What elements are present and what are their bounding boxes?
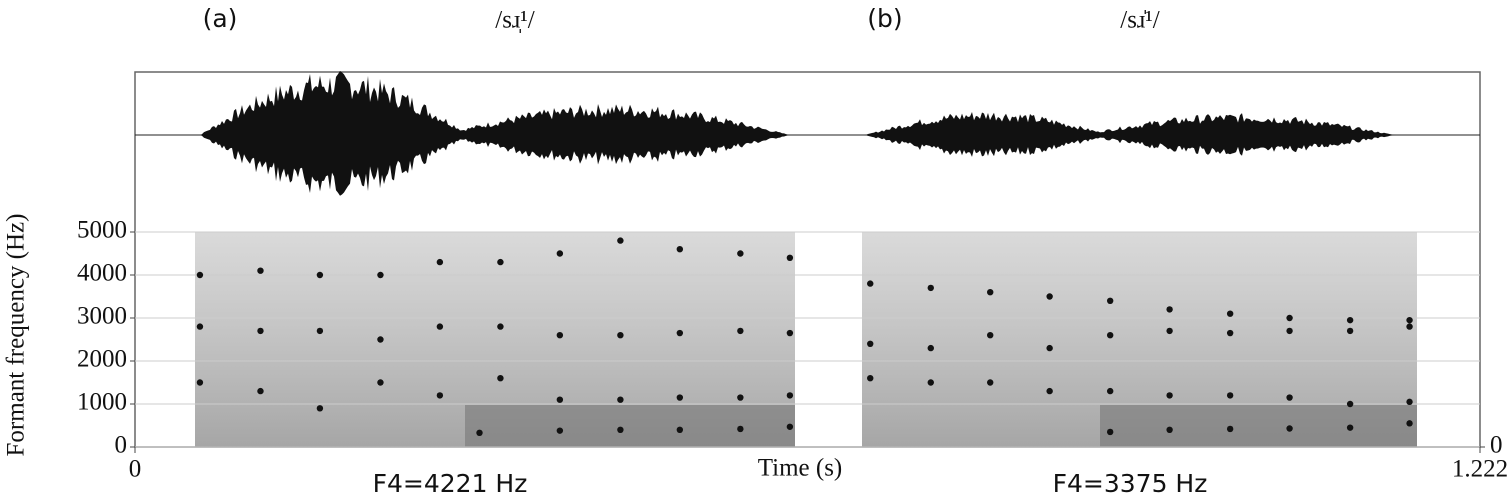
formant-point bbox=[1286, 425, 1293, 432]
formant-point bbox=[436, 323, 444, 330]
formant-point bbox=[737, 250, 744, 257]
formant-point bbox=[377, 271, 384, 279]
formant-point bbox=[867, 375, 874, 382]
formant-point bbox=[676, 426, 684, 433]
formant-point bbox=[1406, 323, 1413, 330]
y-tick-label: 1000 bbox=[77, 389, 127, 416]
formant-point bbox=[556, 250, 564, 257]
formant-point bbox=[316, 405, 324, 412]
formant-point bbox=[737, 327, 744, 335]
formant-point bbox=[676, 246, 684, 253]
formant-point bbox=[1046, 293, 1053, 300]
formant-point bbox=[556, 427, 564, 434]
panel-label: (b) bbox=[867, 4, 902, 33]
formant-point bbox=[786, 423, 794, 430]
formant-point bbox=[927, 344, 934, 352]
formant-point bbox=[476, 429, 483, 437]
formant-point bbox=[1226, 425, 1234, 433]
y-tick-label: 4000 bbox=[77, 260, 127, 287]
formant-point bbox=[987, 332, 994, 339]
panel-label: (a) bbox=[203, 4, 238, 33]
waveform bbox=[190, 71, 1400, 196]
formant-point bbox=[316, 271, 324, 279]
formant-point bbox=[377, 336, 384, 343]
formant-point bbox=[196, 379, 204, 386]
spectrogram-a-low bbox=[465, 405, 795, 447]
formant-point bbox=[497, 375, 504, 382]
formant-point bbox=[987, 379, 994, 386]
x-tick-label: 0 bbox=[129, 456, 142, 483]
formant-point bbox=[1286, 327, 1293, 335]
formant-point bbox=[617, 332, 624, 339]
formant-point bbox=[257, 327, 264, 335]
formant-point bbox=[617, 396, 624, 403]
formant-point bbox=[1046, 344, 1053, 352]
formant-point bbox=[1346, 316, 1354, 324]
formant-point bbox=[676, 394, 684, 401]
formant-point bbox=[1166, 392, 1173, 399]
formant-point bbox=[1166, 306, 1173, 313]
formant-point bbox=[316, 327, 324, 335]
y-tick-label: 2000 bbox=[77, 346, 127, 373]
formant-point bbox=[436, 392, 444, 399]
formant-point bbox=[1166, 327, 1173, 335]
formant-point bbox=[786, 392, 794, 399]
formant-point bbox=[987, 289, 994, 296]
formant-point bbox=[927, 379, 934, 386]
formant-point bbox=[497, 323, 504, 330]
formant-point bbox=[196, 323, 204, 330]
y-tick-label: 5000 bbox=[77, 217, 127, 244]
formant-point bbox=[1346, 400, 1354, 408]
formant-point bbox=[377, 379, 384, 386]
formant-point bbox=[1406, 420, 1413, 427]
formant-point bbox=[737, 394, 744, 401]
y-tick-label: 0 bbox=[115, 432, 128, 459]
formant-point bbox=[1406, 398, 1413, 406]
formant-point bbox=[1226, 392, 1234, 399]
transcription: /sɹ̍¹/ bbox=[1120, 7, 1159, 34]
formant-point bbox=[676, 329, 684, 337]
formant-point bbox=[1406, 316, 1413, 324]
formant-point bbox=[497, 258, 504, 266]
formant-point bbox=[617, 426, 624, 433]
formant-point bbox=[786, 329, 794, 337]
formant-point bbox=[1286, 314, 1293, 322]
formant-point bbox=[867, 280, 874, 287]
formant-point bbox=[1106, 297, 1114, 304]
formant-point bbox=[786, 254, 794, 261]
formant-point bbox=[1346, 424, 1354, 431]
spectrogram-b-low bbox=[1100, 405, 1417, 447]
formant-point bbox=[1106, 428, 1114, 436]
formant-point bbox=[257, 267, 264, 274]
annotation: F4=3375 Hz bbox=[1053, 469, 1208, 498]
formant-point bbox=[1286, 394, 1293, 401]
annotation: F4=4221 Hz bbox=[373, 469, 528, 498]
formant-point bbox=[257, 387, 264, 395]
formant-point bbox=[436, 258, 444, 266]
transcription: /sɹ̩¹/ bbox=[495, 7, 534, 34]
x-tick-label: 1.222 bbox=[1452, 456, 1507, 483]
formant-point bbox=[1046, 387, 1053, 395]
formant-point bbox=[927, 284, 934, 292]
formant-point bbox=[1346, 327, 1354, 335]
y-tick-label: 3000 bbox=[77, 303, 127, 330]
formant-point bbox=[867, 340, 874, 347]
formant-point bbox=[196, 271, 204, 279]
y-axis-label: Formant frequency (Hz) bbox=[3, 214, 30, 457]
formant-point bbox=[556, 332, 564, 339]
formant-point bbox=[1226, 310, 1234, 317]
formant-point bbox=[1106, 387, 1114, 395]
formant-point bbox=[556, 396, 564, 403]
y2-tick-label: 0 bbox=[1490, 432, 1503, 459]
formant-point bbox=[617, 237, 624, 244]
formant-point bbox=[737, 425, 744, 433]
formant-point bbox=[1106, 332, 1114, 339]
x-axis-label: Time (s) bbox=[758, 455, 843, 482]
formant-point bbox=[1226, 329, 1234, 337]
formant-point bbox=[1166, 426, 1173, 433]
